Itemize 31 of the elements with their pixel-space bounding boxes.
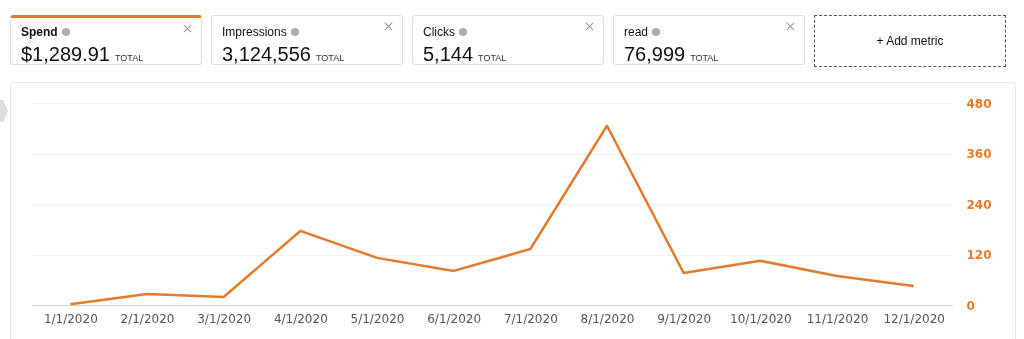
x-tick-label: 1/1/2020 xyxy=(43,311,98,326)
y-tick-label: 480 xyxy=(966,96,992,111)
text: Clicks xyxy=(423,25,455,39)
line-series xyxy=(69,124,915,306)
text: 76,999 xyxy=(624,43,686,65)
y-tick-label: 120 xyxy=(966,248,992,262)
x-tick-label: 4/1/2020 xyxy=(273,311,328,326)
x-tick-label: 8/1/2020 xyxy=(580,311,635,326)
x-tick-label: 7/1/2020 xyxy=(503,311,558,326)
text: + Add metric xyxy=(876,34,944,48)
text: TOTAL xyxy=(478,53,507,63)
text: 3,124,556 xyxy=(222,43,311,65)
text: read xyxy=(624,25,649,39)
text: Spend xyxy=(21,25,58,39)
x-tick-label: 10/1/2020 xyxy=(730,311,792,326)
x-tick-label: 5/1/2020 xyxy=(350,311,405,326)
text: 5,144 xyxy=(423,43,474,65)
text: TOTAL xyxy=(315,53,345,63)
y-tick-label: 0 xyxy=(966,298,975,313)
x-tick-label: 9/1/2020 xyxy=(657,311,712,326)
x-tick-label: 11/1/2020 xyxy=(806,311,869,326)
x-tick-label: 6/1/2020 xyxy=(427,311,482,326)
x-tick-label: 2/1/2020 xyxy=(120,311,175,326)
text: Impressions xyxy=(222,25,287,39)
text: $1,289.91 xyxy=(21,43,110,65)
x-tick-label: 3/1/2020 xyxy=(197,311,252,326)
text: TOTAL xyxy=(114,53,144,63)
x-tick-label: 12/1/2020 xyxy=(883,311,945,326)
y-tick-label: 360 xyxy=(966,147,992,161)
y-tick-label: 240 xyxy=(966,197,992,212)
text: TOTAL xyxy=(690,53,719,63)
